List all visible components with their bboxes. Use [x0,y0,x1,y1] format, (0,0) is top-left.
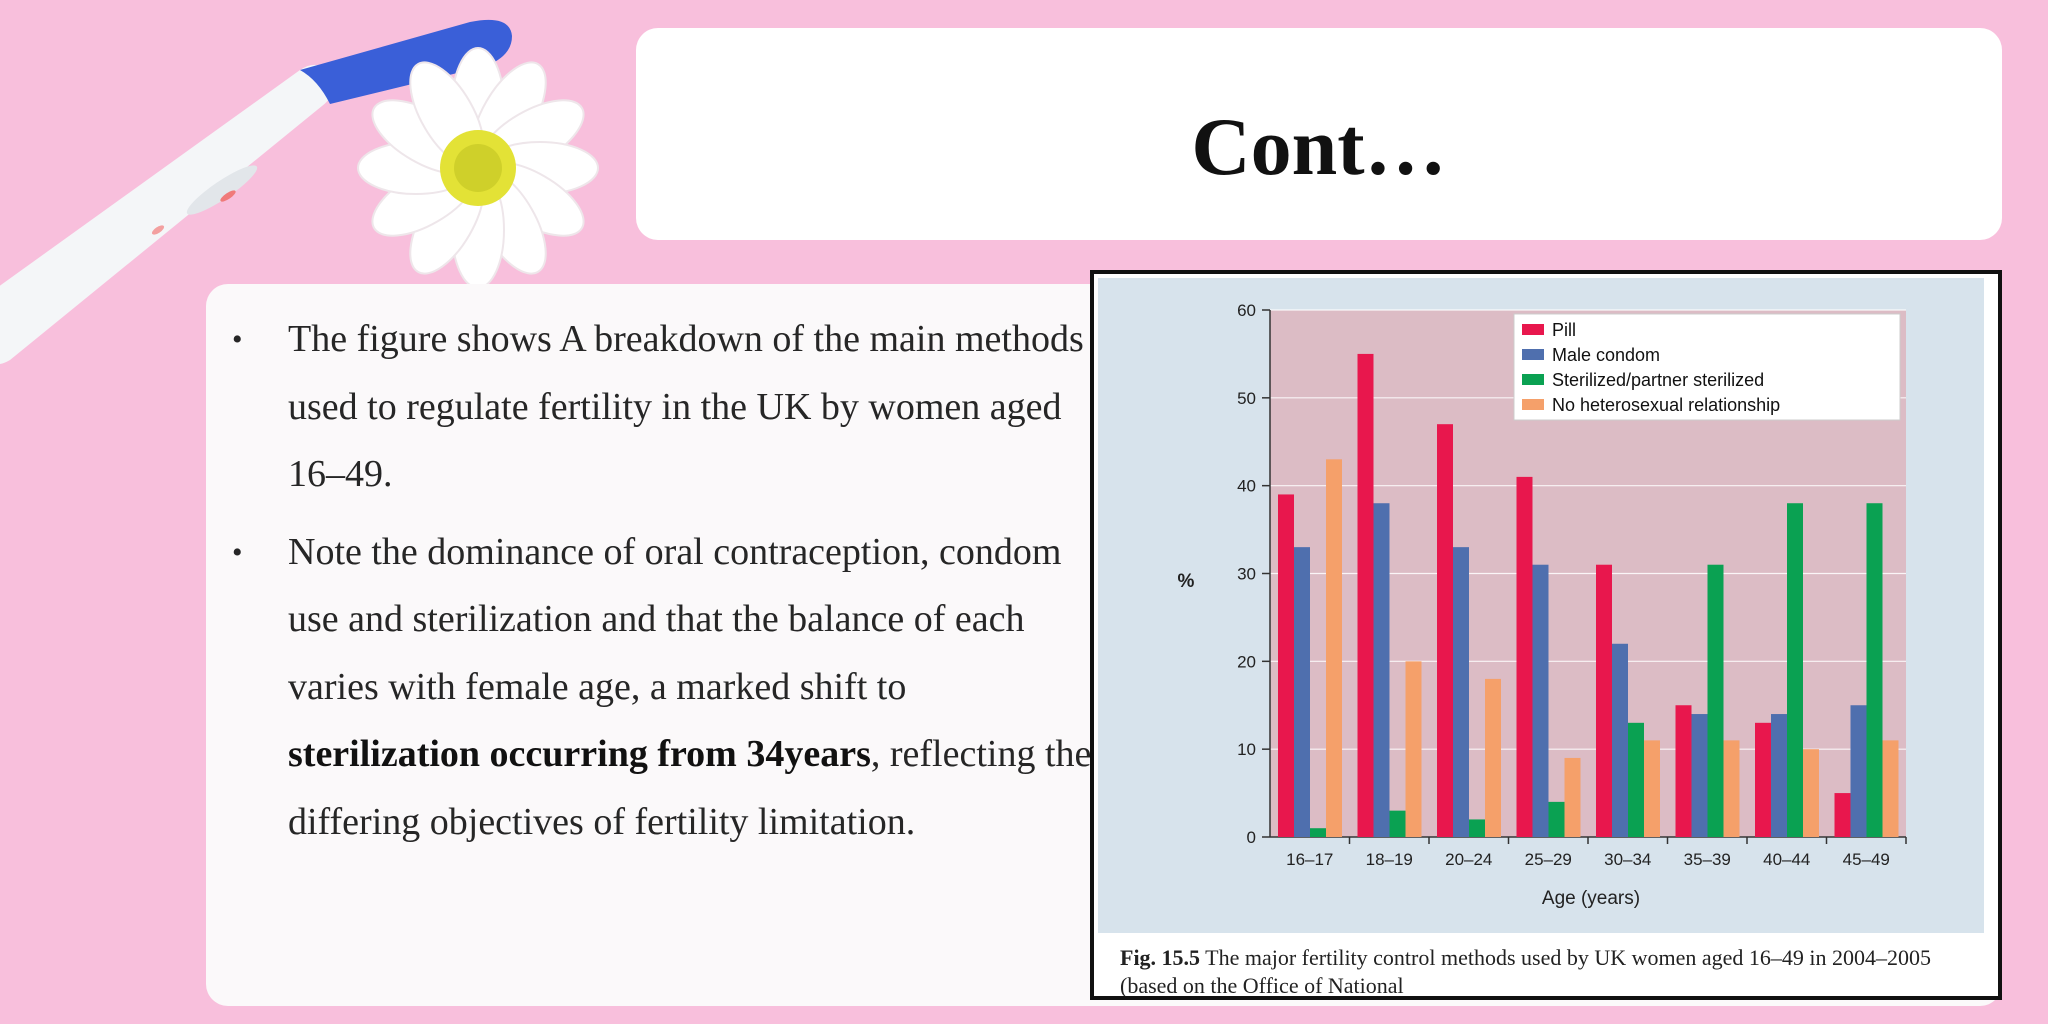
x-tick-label: 25–29 [1525,850,1572,869]
x-tick-label: 40–44 [1763,850,1810,869]
bar [1787,503,1803,837]
chart-figure: 0 10 20 30 40 50 60 16–17 18–19 20–24 25–29 30–34 35… [1090,270,2002,1000]
bar [1294,547,1310,837]
legend-box [1513,313,1901,421]
bar [1882,740,1899,837]
bar [1373,503,1390,837]
chart-legend: Pill Male condom Sterilized/partner steril… [1513,313,1901,421]
x-tick-label: 35–39 [1684,850,1731,869]
bar [1707,564,1724,837]
bar [1548,801,1565,837]
legend-label: Male condom [1552,345,1660,365]
bar [1675,705,1692,837]
legend-swatch [1522,374,1544,385]
y-axis-label: % [1178,571,1195,592]
bar [1437,424,1453,837]
bar [1612,643,1628,837]
bar [1628,722,1644,837]
pregnancy-test-icon [0,19,512,364]
bullet-item-2: • Note the dominance of oral contracepti… [232,519,1092,857]
bar [1771,714,1787,837]
bullet-text-2-start: Note the dominance of oral contraception… [288,530,1062,708]
figure-caption: Fig. 15.5 The major fertility control me… [1120,944,1990,998]
figure-caption-label: Fig. 15.5 [1120,945,1201,970]
bar [1596,564,1612,837]
bar [1485,678,1501,837]
y-tick-label: 0 [1247,828,1256,847]
bullet-icon: • [232,323,243,356]
bar [1850,705,1867,837]
fertility-methods-bar-chart: 0 10 20 30 40 50 60 16–17 18–19 20–24 25–29 30–34 35… [1098,278,1984,933]
x-tick-label: 45–49 [1843,850,1890,869]
bar [1723,740,1740,837]
x-tick-label: 30–34 [1604,850,1651,869]
bar [1866,503,1883,837]
bar [1453,547,1469,837]
bar [1326,459,1342,837]
bullet-icon: • [232,535,243,569]
bar [1691,714,1708,837]
y-tick-label: 60 [1237,301,1256,320]
bar [1644,740,1660,837]
bullet-text-1: The figure shows A breakdown of the main… [288,318,1084,495]
x-axis-label: Age (years) [1542,888,1640,909]
bar [1405,661,1422,837]
x-tick-label: 16–17 [1286,850,1333,869]
y-tick-label: 50 [1237,389,1256,408]
x-tick-label: 18–19 [1366,850,1413,869]
bullet-list: • The figure shows A breakdown of the ma… [232,306,1092,866]
x-tick-label: 20–24 [1445,850,1492,869]
y-tick-label: 30 [1237,565,1256,584]
figure-caption-text: The major fertility control methods used… [1120,945,1932,998]
bullet-item-1: • The figure shows A breakdown of the ma… [232,306,1092,509]
bar [1803,749,1819,837]
title-panel: Cont… [636,28,2002,240]
legend-swatch [1522,399,1544,410]
y-tick-label: 40 [1237,477,1256,496]
y-tick-label: 10 [1237,740,1256,759]
bullet-text-2-end: , reflecting the differing objectives of… [288,733,1092,843]
bar [1755,722,1771,837]
legend-label: Sterilized/partner sterilized [1552,370,1764,390]
bar [1310,828,1326,837]
bar [1389,810,1406,837]
bar [1516,476,1533,837]
y-tick-label: 20 [1237,652,1256,671]
bullet-text-2-emphasis: sterilization occurring from 34years [288,733,871,775]
slide-title: Cont… [1191,101,1447,192]
legend-swatch [1522,349,1544,360]
bar [1564,757,1581,837]
bullet-text-2: Note the dominance of oral contraception… [288,531,1091,843]
legend-label: No heterosexual relationship [1552,395,1780,415]
bar [1469,819,1485,837]
bar [1532,564,1549,837]
bar [1278,494,1294,837]
bar [1357,353,1374,837]
legend-label: Pill [1552,320,1576,340]
bar [1834,793,1851,837]
legend-swatch [1522,324,1544,335]
